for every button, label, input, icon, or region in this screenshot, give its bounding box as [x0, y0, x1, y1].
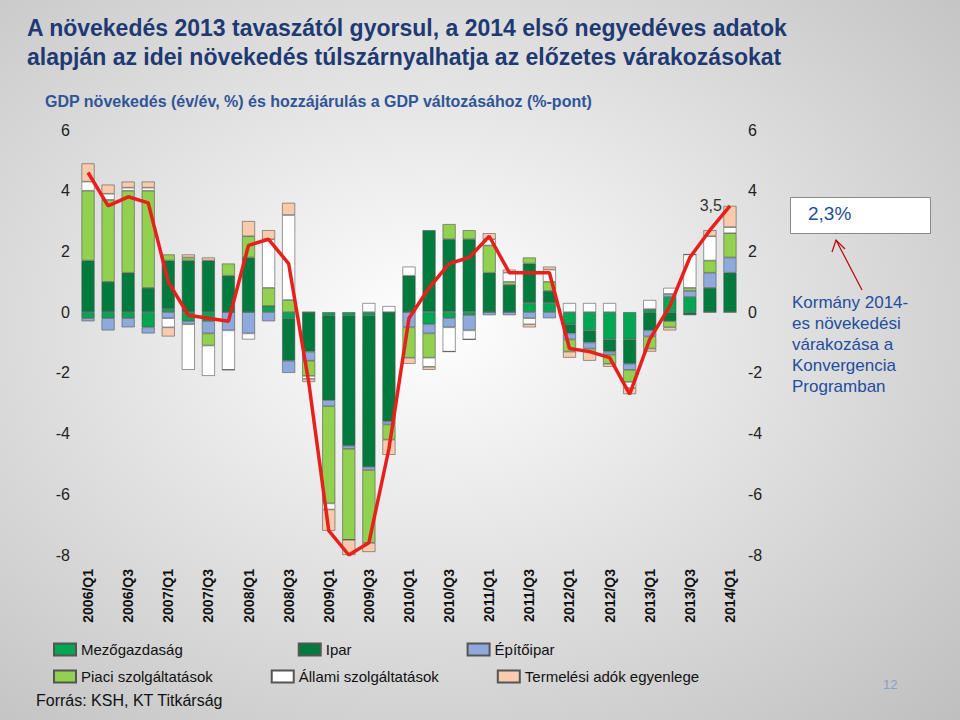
svg-text:6: 6 — [61, 122, 70, 139]
svg-text:Építőipar: Építőipar — [495, 641, 555, 658]
svg-text:2011/Q1: 2011/Q1 — [481, 569, 497, 622]
svg-text:Állami szolgáltatások: Állami szolgáltatások — [299, 668, 440, 685]
svg-text:2011/Q3: 2011/Q3 — [521, 569, 537, 622]
svg-text:A növekedés 2013 tavaszától gy: A növekedés 2013 tavaszától gyorsul, a 2… — [27, 15, 793, 41]
svg-text:2009/Q1: 2009/Q1 — [321, 569, 337, 623]
svg-text:-4: -4 — [56, 425, 70, 442]
svg-text:2007/Q3: 2007/Q3 — [200, 569, 216, 623]
svg-text:2: 2 — [748, 243, 757, 260]
svg-text:2012/Q3: 2012/Q3 — [602, 569, 618, 623]
svg-text:6: 6 — [748, 122, 757, 139]
svg-text:2009/Q3: 2009/Q3 — [361, 569, 377, 623]
svg-text:-6: -6 — [56, 486, 70, 503]
svg-text:2012/Q1: 2012/Q1 — [561, 569, 577, 623]
svg-text:Konvergencia: Konvergencia — [792, 356, 897, 375]
svg-text:-4: -4 — [748, 425, 762, 442]
svg-text:várakozása a: várakozása a — [792, 335, 894, 354]
svg-text:Piaci szolgáltatások: Piaci szolgáltatások — [81, 668, 213, 685]
svg-text:-6: -6 — [748, 486, 762, 503]
svg-text:Mezőgazdaság: Mezőgazdaság — [81, 641, 183, 658]
svg-text:2010/Q1: 2010/Q1 — [401, 569, 417, 623]
svg-text:GDP növekedés (év/év, %) és ho: GDP növekedés (év/év, %) és hozzájárulás… — [45, 93, 592, 110]
svg-text:Forrás: KSH, KT Titkárság: Forrás: KSH, KT Titkárság — [36, 692, 222, 709]
svg-text:2008/Q3: 2008/Q3 — [281, 569, 297, 623]
svg-text:12: 12 — [883, 677, 897, 692]
svg-text:alapján az idei növekedés túls: alapján az idei növekedés túlszárnyalhat… — [27, 44, 782, 70]
svg-text:2,3%: 2,3% — [808, 203, 851, 224]
svg-text:4: 4 — [748, 182, 757, 199]
svg-text:2014/Q1: 2014/Q1 — [722, 569, 738, 623]
svg-text:0: 0 — [61, 304, 70, 321]
svg-text:2006/Q1: 2006/Q1 — [80, 569, 96, 623]
svg-text:Ipar: Ipar — [326, 641, 352, 658]
svg-text:2006/Q3: 2006/Q3 — [120, 569, 136, 623]
svg-text:2010/Q3: 2010/Q3 — [441, 569, 457, 623]
svg-text:2013/Q1: 2013/Q1 — [642, 569, 658, 623]
svg-text:Termelési adók egyenlege: Termelési adók egyenlege — [525, 668, 699, 685]
svg-text:4: 4 — [61, 182, 70, 199]
svg-text:es növekedési: es növekedési — [792, 314, 901, 333]
svg-text:-2: -2 — [748, 364, 762, 381]
svg-text:2007/Q1: 2007/Q1 — [160, 569, 176, 623]
svg-text:-8: -8 — [748, 547, 762, 564]
svg-text:-8: -8 — [56, 547, 70, 564]
svg-text:0: 0 — [748, 304, 757, 321]
svg-text:2013/Q3: 2013/Q3 — [682, 569, 698, 623]
svg-text:Programban: Programban — [792, 377, 886, 396]
svg-text:2008/Q1: 2008/Q1 — [241, 569, 257, 623]
svg-text:2: 2 — [61, 243, 70, 260]
svg-text:3,5: 3,5 — [700, 197, 722, 214]
svg-text:Kormány 2014-: Kormány 2014- — [792, 293, 908, 312]
svg-text:-2: -2 — [56, 364, 70, 381]
